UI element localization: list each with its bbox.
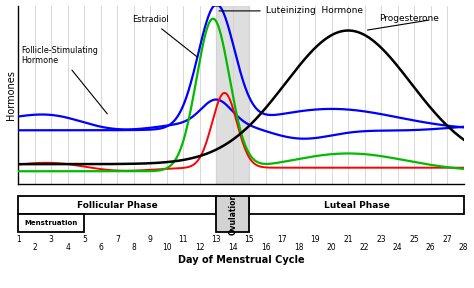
Text: 9: 9 [148, 234, 153, 244]
Text: 26: 26 [426, 242, 436, 251]
Text: Estradiol: Estradiol [132, 15, 198, 57]
Text: 1: 1 [16, 234, 21, 244]
Bar [18, 196, 216, 214]
Text: 28: 28 [459, 242, 468, 251]
Text: Luteal Phase: Luteal Phase [324, 201, 390, 210]
Text: 21: 21 [344, 234, 353, 244]
Bar [18, 214, 84, 232]
Text: 18: 18 [294, 242, 303, 251]
Text: 20: 20 [327, 242, 337, 251]
Text: 27: 27 [442, 234, 452, 244]
Text: 10: 10 [162, 242, 172, 251]
Text: 19: 19 [310, 234, 320, 244]
Text: 17: 17 [277, 234, 287, 244]
Text: 25: 25 [410, 234, 419, 244]
Text: 24: 24 [393, 242, 402, 251]
Y-axis label: Hormones: Hormones [6, 70, 16, 120]
Text: 14: 14 [228, 242, 237, 251]
Text: 8: 8 [131, 242, 136, 251]
Text: 23: 23 [376, 234, 386, 244]
Text: 3: 3 [49, 234, 54, 244]
Text: 15: 15 [245, 234, 254, 244]
Text: 5: 5 [82, 234, 87, 244]
Text: Menstruation: Menstruation [25, 220, 78, 226]
Text: 12: 12 [195, 242, 204, 251]
Bar [249, 196, 464, 214]
Text: 16: 16 [261, 242, 271, 251]
Text: Luteinizing  Hormone: Luteinizing Hormone [219, 6, 363, 15]
Text: 13: 13 [211, 234, 221, 244]
Text: 11: 11 [179, 234, 188, 244]
Text: 7: 7 [115, 234, 120, 244]
Text: 22: 22 [360, 242, 369, 251]
Bar [216, 196, 249, 232]
Text: 4: 4 [65, 242, 70, 251]
Text: Ovulation: Ovulation [228, 193, 237, 235]
Text: Day of Menstrual Cycle: Day of Menstrual Cycle [178, 255, 304, 265]
Bar [216, 5, 249, 184]
Text: Progesterone: Progesterone [379, 14, 439, 22]
Text: 6: 6 [99, 242, 103, 251]
Text: 2: 2 [32, 242, 37, 251]
Text: Follicular Phase: Follicular Phase [77, 201, 158, 210]
Text: Follicle-Stimulating
Hormone: Follicle-Stimulating Hormone [22, 46, 107, 114]
